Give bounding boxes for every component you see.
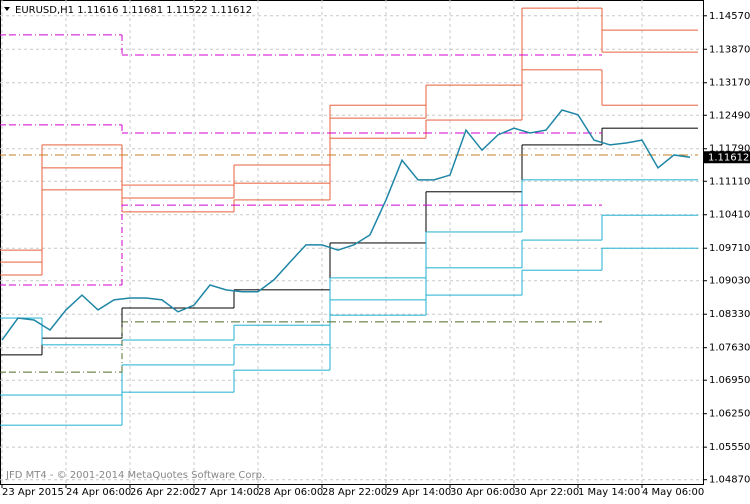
- x-tick-label: 27 Apr 14:00: [194, 487, 259, 498]
- y-tick-label: 1.08330: [709, 309, 750, 320]
- y-tick-label: 1.13870: [709, 44, 750, 55]
- x-tick-label: 30 Apr 06:00: [450, 487, 515, 498]
- y-tick-label: 1.14570: [709, 11, 750, 22]
- plot-frame: [0, 0, 704, 485]
- y-tick-label: 1.13170: [709, 78, 750, 89]
- x-tick-label: 24 Apr 06:00: [66, 487, 131, 498]
- y-tick-label: 1.07630: [709, 343, 750, 354]
- marks: [0, 7, 698, 426]
- x-tick-label: 30 Apr 22:00: [514, 487, 579, 498]
- y-tick-label: 1.11790: [709, 144, 750, 155]
- x-tick-label: 29 Apr 14:00: [386, 487, 451, 498]
- y-tick-label: 1.05550: [709, 442, 750, 453]
- x-tick-label: 26 Apr 22:00: [130, 487, 195, 498]
- y-tick-label: 1.06950: [709, 375, 750, 386]
- price-line: [1, 109, 691, 341]
- last-price-box: [704, 151, 750, 164]
- x-tick-label: 1 May 14:00: [578, 487, 640, 498]
- x-tick-label: 28 Apr 22:00: [322, 487, 387, 498]
- menu-arrow[interactable]: [4, 7, 10, 11]
- y-tick-label: 1.06250: [709, 409, 750, 420]
- chart-title: EURUSD,H1 1.11616 1.11681 1.11522 1.1161…: [15, 5, 252, 16]
- x-tick-label: 23 Apr 2015: [2, 487, 64, 498]
- y-tick-label: 1.11110: [709, 176, 750, 187]
- last-price-label: 1.11612: [708, 152, 749, 163]
- y-tick-label: 1.09030: [709, 276, 750, 287]
- y-tick-label: 1.12490: [709, 110, 750, 121]
- watermark: JFD MT4 - © 2001-2014 MetaQuotes Softwar…: [5, 470, 265, 481]
- grid: [0, 0, 703, 484]
- x-tick-label: 4 May 06:00: [642, 487, 704, 498]
- x-tick-label: 28 Apr 06:00: [258, 487, 323, 498]
- y-tick-label: 1.04870: [709, 475, 750, 486]
- y-tick-label: 1.10410: [709, 210, 750, 221]
- y-tick-label: 1.09710: [709, 243, 750, 254]
